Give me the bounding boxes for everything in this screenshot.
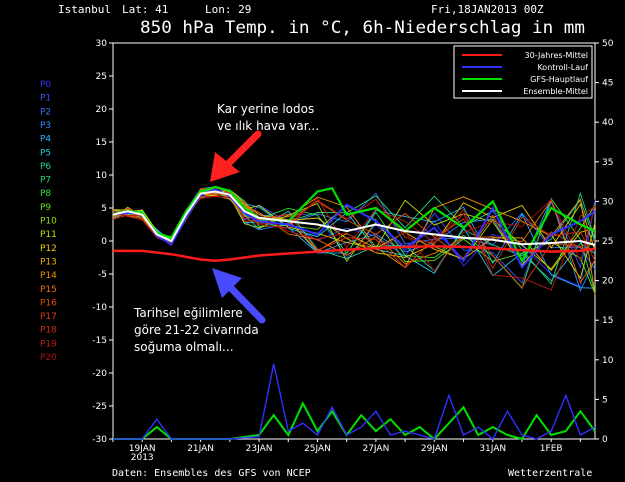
member-label-p10: P10: [40, 217, 57, 227]
run-label: Fri,18JAN2013 00Z: [431, 3, 544, 16]
y-left-tick-label: -5: [98, 270, 107, 280]
member-labels: P0 P1 P2 P3 P4 P5 P6 P7 P8 P9 P10 P11 P12 P13 P14 P15 P1…: [40, 80, 57, 363]
member-label-p17: P17: [40, 312, 57, 322]
member-label-p6: P6: [40, 162, 51, 172]
member-label-p13: P13: [40, 257, 57, 267]
legend: 30-Jahres-Mittel Kontroll-Lauf GFS-Hauptla…: [453, 45, 593, 99]
x-tick-label: 31JAN: [479, 444, 506, 454]
member-label-p11: P11: [40, 230, 57, 240]
y-left-tick-label: 15: [96, 138, 107, 148]
annotation-upper: Kar yerine lodos ve ılık hava var...: [217, 102, 319, 133]
series-line-30-jahres-mittel: [113, 245, 596, 263]
x-tick-label: 23JAN: [246, 444, 273, 454]
annotation-lower-line1: Tarihsel eğilimlere: [133, 306, 243, 320]
y-left-tick-label: -25: [92, 402, 107, 412]
member-label-p9: P9: [40, 203, 51, 213]
main-series: [112, 185, 596, 270]
y-right-tick-label: 5: [602, 395, 608, 405]
red-arrow-shaft: [222, 130, 262, 170]
member-label-p7: P7: [40, 176, 51, 186]
blue-arrow-head: [212, 268, 242, 298]
x-tick-label: 29JAN: [421, 444, 448, 454]
blue-arrow-shaft: [224, 281, 266, 324]
y-right-tick-label: 15: [602, 316, 613, 326]
annotation-upper-line1: Kar yerine lodos: [217, 102, 314, 116]
annotation-upper-line2: ve ılık hava var...: [217, 119, 319, 133]
member-label-p18: P18: [40, 326, 57, 336]
y-left-tick-label: 20: [96, 105, 108, 115]
member-label-p14: P14: [40, 271, 57, 281]
legend-label: Ensemble-Mittel: [523, 87, 588, 96]
brand-label: Wetterzentrale: [508, 468, 592, 479]
y-right-tick-label: 50: [602, 39, 614, 49]
red-arrow-head: [210, 152, 240, 182]
y-right-tick-label: 25: [602, 237, 613, 247]
member-label-p1: P1: [40, 94, 51, 104]
member-label-p5: P5: [40, 148, 51, 158]
precip-line-kontroll-lauf: [113, 363, 596, 441]
x-tick-label: 1FEB: [540, 444, 563, 454]
chart-title: 850 hPa Temp. in °C, 6h-Niederschlag in …: [140, 18, 585, 38]
annotation-lower: Tarihsel eğilimlere göre 21-22 civarında…: [133, 306, 259, 354]
member-label-p2: P2: [40, 107, 51, 117]
red-arrow: [210, 130, 262, 182]
series-line-ensemble-mittel: [112, 190, 596, 246]
y-right-tick-label: 10: [602, 356, 614, 366]
y-left-tick-label: 30: [96, 39, 108, 49]
member-label-p8: P8: [40, 189, 51, 199]
y-left-tick-label: 5: [101, 204, 107, 214]
annotation-lower-line2: göre 21-22 civarında: [134, 323, 259, 337]
legend-label: Kontroll-Lauf: [537, 63, 588, 72]
series-line-kontroll-lauf: [112, 188, 596, 270]
y-left-tick-label: 10: [96, 171, 108, 181]
member-label-p3: P3: [40, 121, 51, 131]
y-axis-left: 30 25 20 15 10 5 0 -5 -10 -15 -20 -25 -30: [92, 39, 113, 445]
y-right-tick-label: 30: [602, 197, 614, 207]
series-line-gfs-hauptlauf: [112, 185, 596, 264]
lon-label: Lon: 29: [205, 3, 251, 16]
y-left-tick-label: 0: [101, 237, 107, 247]
y-right-tick-label: 40: [602, 118, 614, 128]
y-left-tick-label: -30: [92, 435, 107, 445]
x-tick-label: 25JAN: [304, 444, 331, 454]
x-tick-label: 21JAN: [187, 444, 214, 454]
y-left-tick-label: -15: [92, 336, 107, 346]
member-label-p20: P20: [40, 353, 57, 363]
member-label-p15: P15: [40, 285, 57, 295]
member-label-p4: P4: [40, 135, 51, 145]
y-left-tick-label: -10: [92, 303, 107, 313]
y-right-tick-label: 20: [602, 277, 614, 287]
member-label-p12: P12: [40, 244, 57, 254]
member-label-p19: P19: [40, 339, 57, 349]
location-label: Istanbul: [58, 3, 111, 16]
y-left-tick-label: 25: [96, 72, 107, 82]
x-tick-label: 19JAN: [129, 444, 156, 454]
y-right-tick-label: 0: [602, 435, 608, 445]
precipitation-series: [113, 363, 596, 441]
x-tick-sublabel: 2013: [131, 453, 154, 463]
annotation-lower-line3: soğuma olmalı...: [134, 340, 234, 354]
x-tick-label: 27JAN: [362, 444, 389, 454]
source-label: Daten: Ensembles des GFS von NCEP: [112, 468, 311, 479]
legend-label: GFS-Hauptlauf: [530, 75, 588, 84]
blue-arrow: [212, 268, 266, 324]
member-label-p16: P16: [40, 298, 57, 308]
member-label-p0: P0: [40, 80, 51, 90]
y-right-tick-label: 35: [602, 158, 613, 168]
legend-entries: 30-Jahres-Mittel Kontroll-Lauf GFS-Hauptla…: [462, 51, 588, 96]
lat-label: Lat: 41: [122, 3, 168, 16]
y-right-tick-label: 45: [602, 79, 613, 89]
legend-label: 30-Jahres-Mittel: [525, 51, 588, 60]
y-left-tick-label: -20: [92, 369, 107, 379]
